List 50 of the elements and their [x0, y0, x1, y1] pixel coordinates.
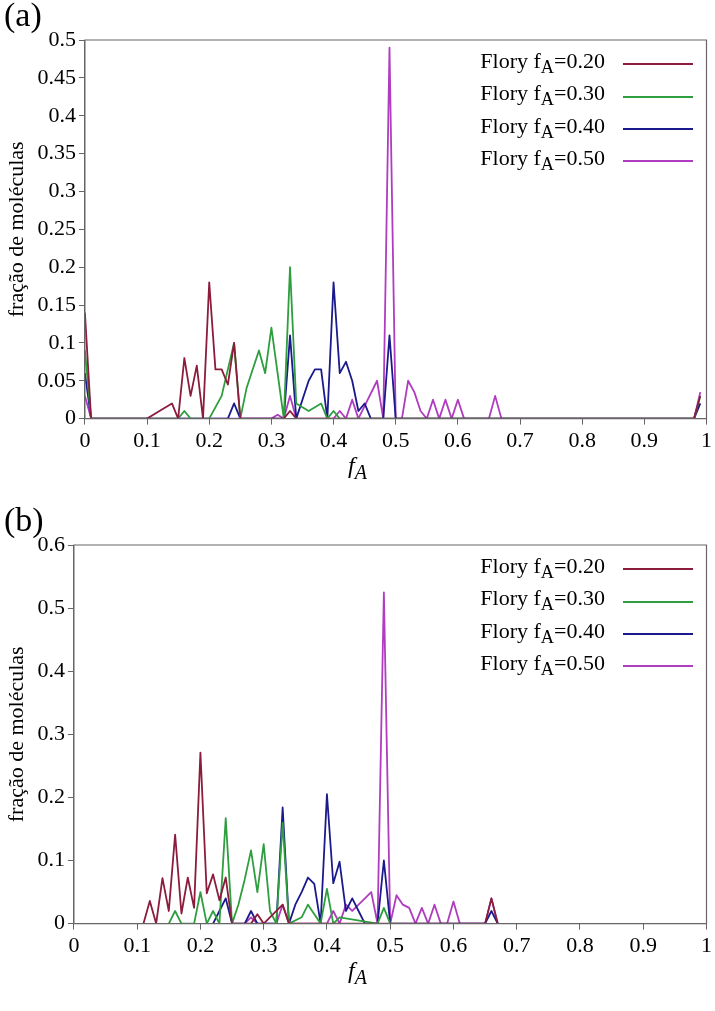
- x-axis-title: f$_{A}$: [347, 957, 368, 989]
- x-tick-label: 0.1: [123, 931, 151, 957]
- x-tick-label: 0.5: [381, 426, 410, 452]
- legend-label: Flory f$_{A}$=0.20: [480, 48, 605, 80]
- x-tick-label: 0.9: [629, 931, 657, 957]
- x-tick-label: 0.1: [133, 426, 161, 452]
- x-tick-label: 0.5: [376, 931, 404, 957]
- y-tick-label: 0.35: [37, 139, 76, 165]
- x-tick-label: 0.8: [566, 931, 594, 957]
- legend-label: Flory f$_{A}$=0.30: [480, 585, 605, 617]
- x-tick-label: 1: [701, 426, 712, 452]
- x-tick-label: 0.3: [249, 931, 278, 957]
- y-tick-label: 0: [64, 404, 76, 430]
- x-tick-label: 0.2: [195, 426, 223, 452]
- y-tick-label: 0.4: [48, 101, 76, 127]
- x-tick-label: 0.4: [319, 426, 348, 452]
- chart-title: (a): [4, 0, 42, 34]
- y-axis-title: fração de moléculas: [2, 141, 28, 318]
- y-tick-label: 0.25: [37, 215, 76, 241]
- x-axis-title: f$_{A}$: [347, 452, 368, 484]
- y-tick-label: 0: [53, 909, 65, 935]
- y-tick-label: 0.05: [37, 366, 76, 392]
- x-tick-label: 0.2: [186, 931, 215, 957]
- y-tick-label: 0.3: [48, 177, 76, 203]
- y-tick-label: 0.5: [37, 593, 65, 619]
- legend-label: Flory f$_{A}$=0.30: [480, 80, 605, 112]
- legend-label: Flory f$_{A}$=0.50: [480, 145, 605, 177]
- x-tick-label: 0.6: [444, 426, 472, 452]
- legend-label: Flory f$_{A}$=0.40: [480, 617, 605, 650]
- x-tick-label: 0.7: [506, 426, 534, 452]
- y-tick-label: 0.5: [48, 25, 76, 51]
- legend-label: Flory f$_{A}$=0.40: [480, 112, 605, 145]
- x-tick-label: 0.4: [313, 931, 341, 957]
- x-tick-label: 0.9: [630, 426, 659, 452]
- x-tick-label: 0.6: [439, 931, 468, 957]
- x-tick-label: 0.3: [257, 426, 286, 452]
- x-tick-label: 0.7: [502, 931, 531, 957]
- x-tick-label: 1: [701, 931, 712, 957]
- y-axis-title: fração de moléculas: [2, 646, 28, 823]
- y-tick-label: 0.1: [48, 328, 76, 354]
- legend-label: Flory f$_{A}$=0.50: [480, 650, 605, 682]
- y-tick-label: 0.1: [37, 846, 65, 872]
- x-tick-label: 0.8: [568, 426, 596, 452]
- y-tick-label: 0.15: [37, 290, 76, 316]
- y-tick-label: 0.45: [37, 63, 76, 89]
- y-tick-label: 0.2: [37, 783, 65, 809]
- legend-label: Flory f$_{A}$=0.20: [480, 553, 605, 585]
- y-tick-label: 0.4: [37, 656, 65, 682]
- y-tick-label: 0.3: [37, 720, 65, 746]
- y-tick-label: 0.2: [48, 252, 76, 278]
